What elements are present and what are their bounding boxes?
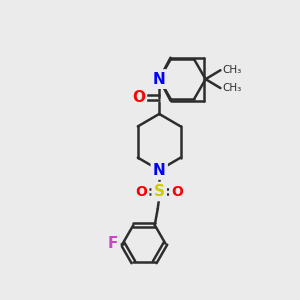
Text: O: O bbox=[132, 90, 145, 105]
Text: F: F bbox=[108, 236, 118, 251]
Text: S: S bbox=[154, 184, 165, 199]
Text: N: N bbox=[153, 72, 166, 87]
Text: CH₃: CH₃ bbox=[222, 65, 241, 75]
Text: O: O bbox=[171, 184, 183, 199]
Text: N: N bbox=[153, 163, 166, 178]
Text: O: O bbox=[135, 184, 147, 199]
Text: N: N bbox=[153, 72, 166, 87]
Text: CH₃: CH₃ bbox=[222, 83, 241, 93]
